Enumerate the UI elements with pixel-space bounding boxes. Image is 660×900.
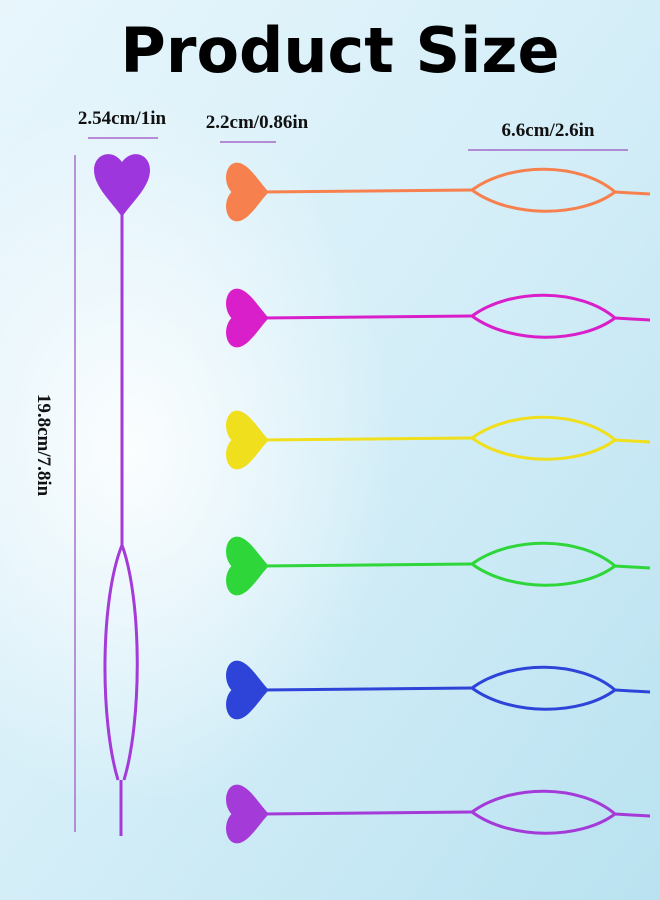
horizontal-pin xyxy=(226,660,651,720)
head-width-label: 2.54cm/1in xyxy=(78,108,167,129)
horizontal-pin xyxy=(226,536,651,596)
horizontal-pin xyxy=(226,288,651,348)
vertical-pin xyxy=(94,154,150,836)
horizontal-pin xyxy=(226,162,651,222)
horizontal-pin xyxy=(226,410,651,470)
title: Product Size xyxy=(120,14,559,87)
loop-length-label: 6.6cm/2.6in xyxy=(502,120,595,141)
small-head-width-label: 2.2cm/0.86in xyxy=(206,112,309,133)
total-length-label: 19.8cm/7.8in xyxy=(33,394,54,497)
horizontal-pin xyxy=(226,784,651,844)
